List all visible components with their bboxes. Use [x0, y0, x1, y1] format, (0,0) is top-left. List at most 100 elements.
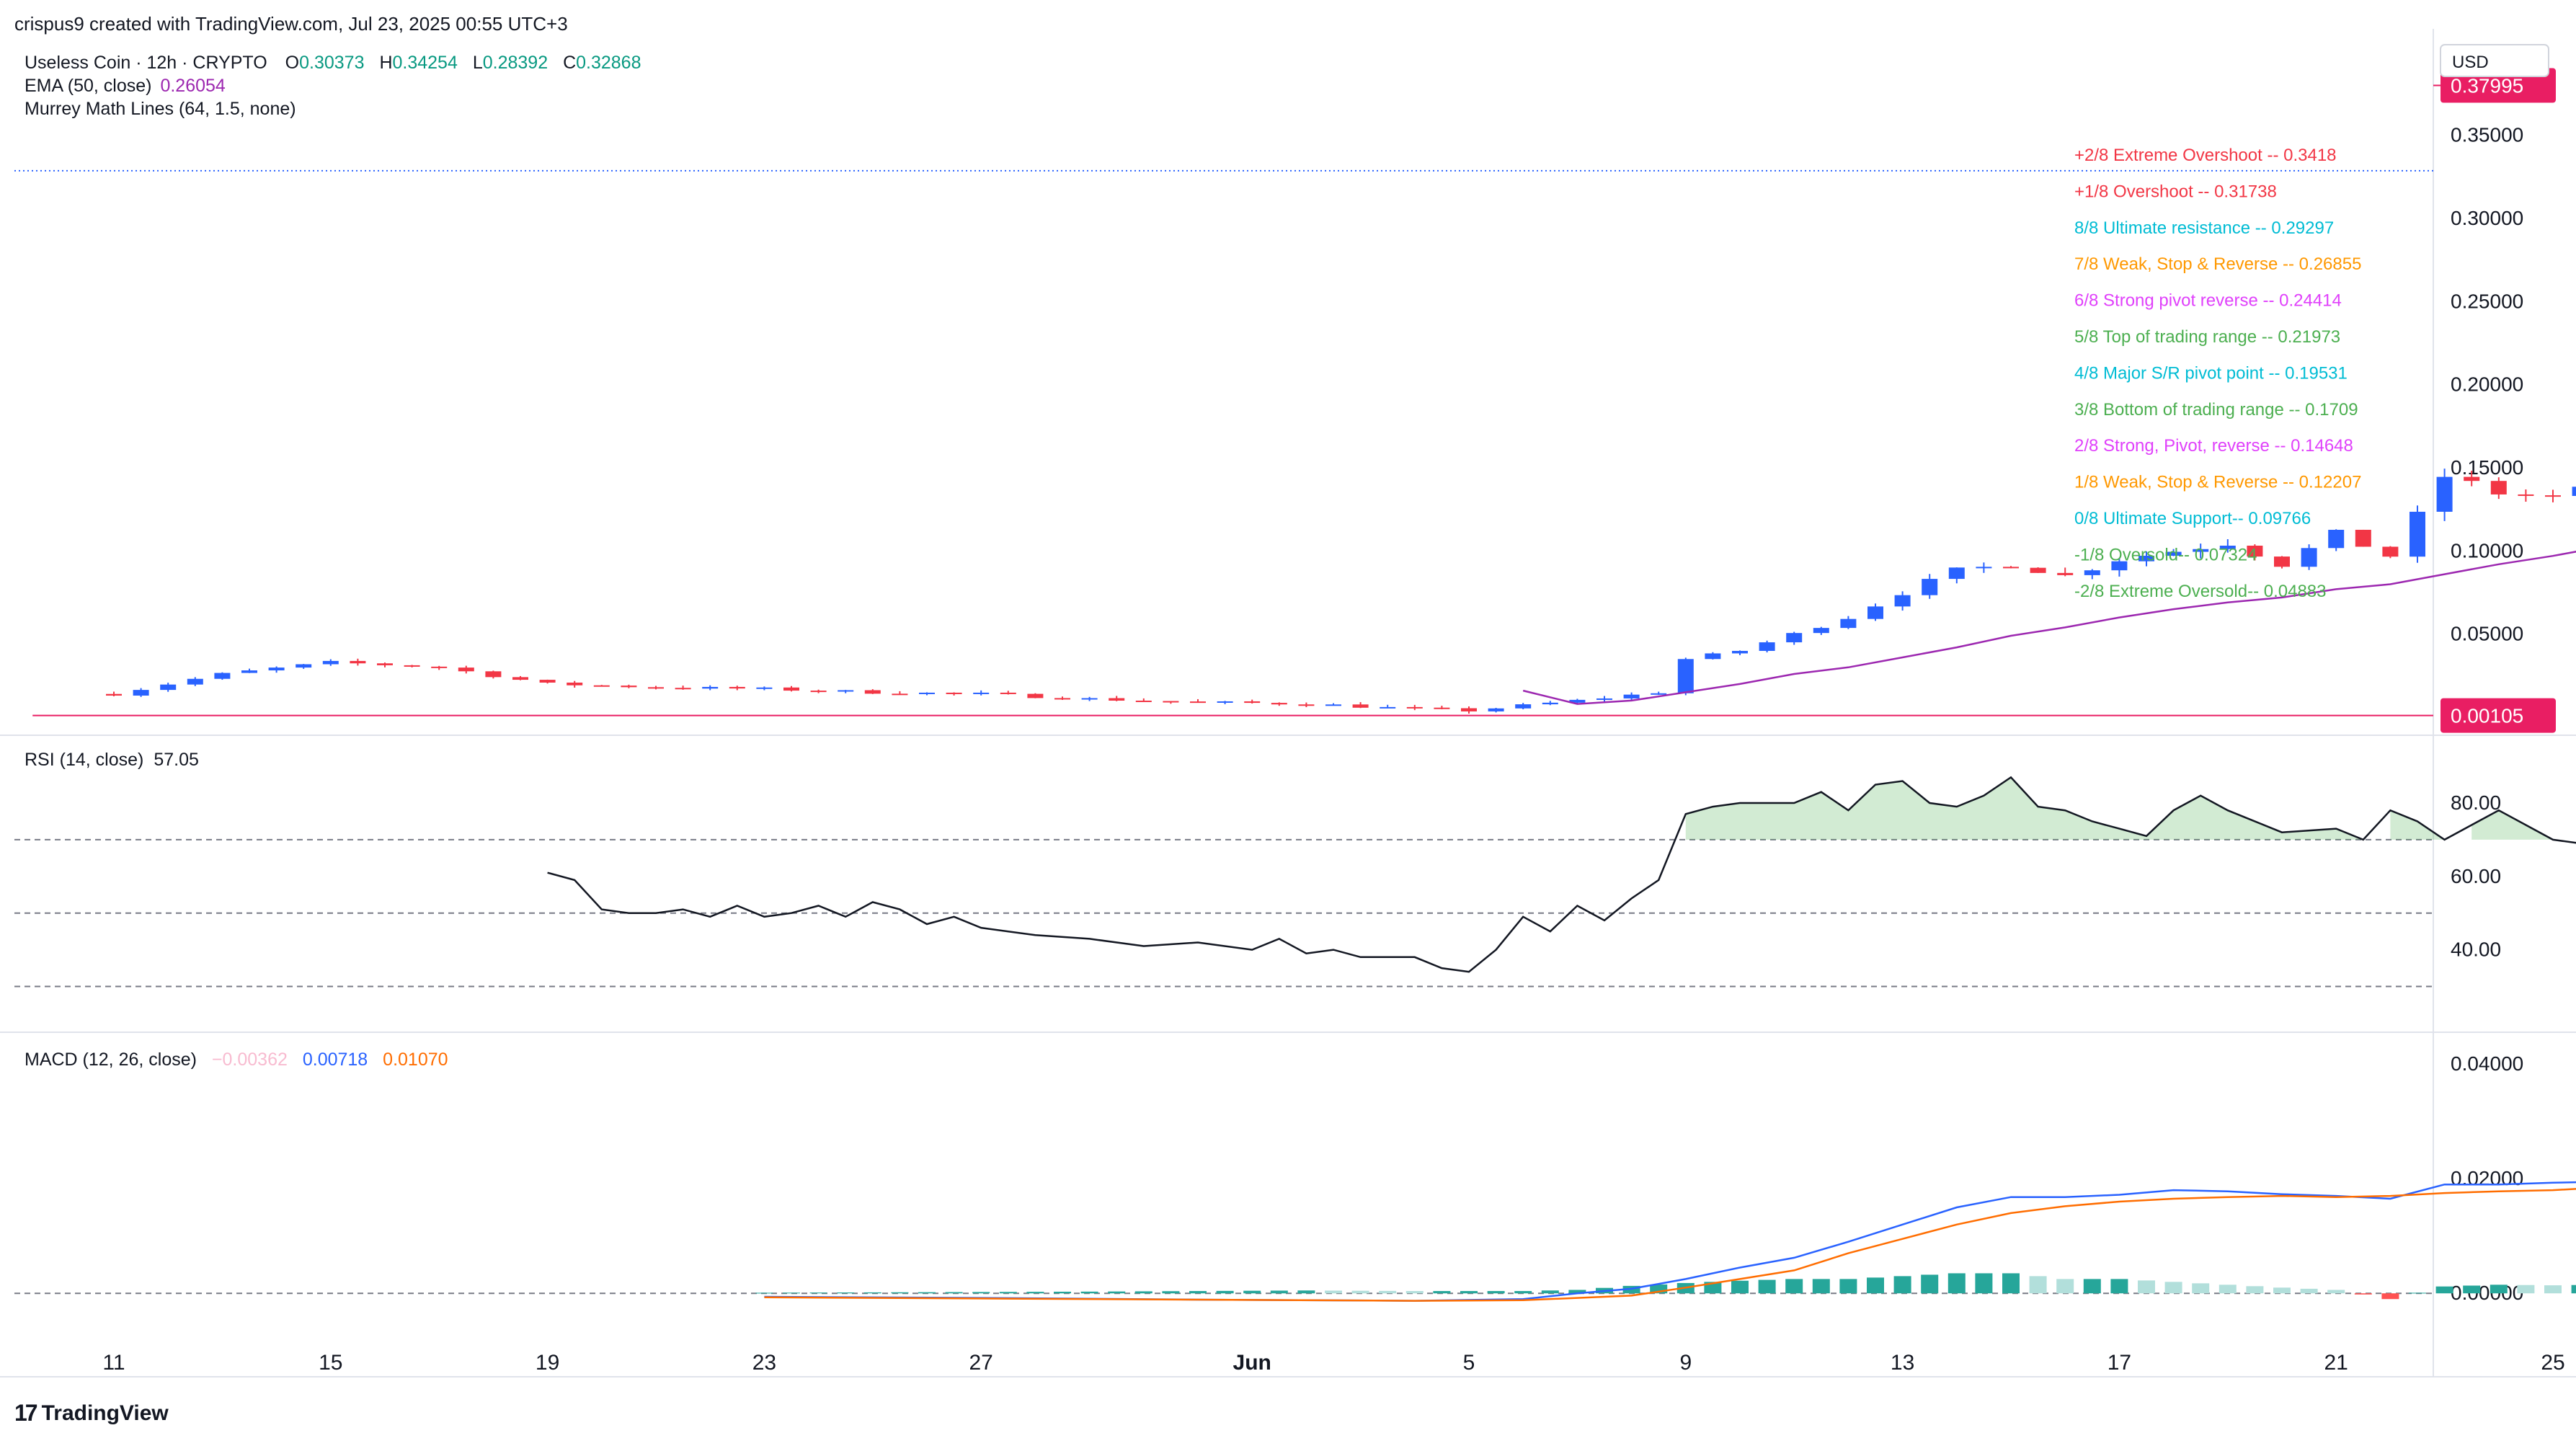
candle-body: [1434, 707, 1450, 709]
ema-line: [1522, 551, 2576, 705]
candle-body: [133, 690, 149, 696]
macd-histogram-bar: [2300, 1288, 2318, 1294]
macd-histogram-bar: [972, 1292, 990, 1294]
candle-body: [214, 673, 231, 679]
brand-name: TradingView: [41, 1401, 169, 1425]
candle-body: [1651, 693, 1667, 695]
macd-histogram-bar: [1270, 1290, 1288, 1294]
symbol-name: Useless Coin · 12h · CRYPTO: [25, 53, 267, 73]
candle-body: [1217, 701, 1233, 703]
macd-histogram-bar: [1379, 1290, 1397, 1294]
candle-body: [702, 686, 719, 689]
macd-histogram-bar: [863, 1292, 881, 1294]
macd-histogram-bar: [2409, 1292, 2426, 1294]
macd-histogram-bar: [1975, 1273, 1993, 1294]
candle-body: [485, 671, 502, 678]
macd-histogram-bar: [891, 1292, 909, 1294]
ohlc-high: 0.34254: [393, 53, 458, 73]
macd-histogram-bar: [2110, 1279, 2128, 1294]
macd-histogram-bar: [1134, 1291, 1152, 1294]
time-tick-label: 15: [319, 1351, 342, 1375]
horizontal-lines[interactable]: 0.37995 0.00105: [14, 68, 2556, 733]
candle-body: [1894, 595, 1911, 607]
rsi-line: [547, 776, 2576, 973]
tradingview-logo-icon: 17: [14, 1400, 38, 1426]
candle-body: [2410, 511, 2425, 557]
macd-histogram-bar: [837, 1292, 855, 1294]
candle-body: [2003, 567, 2019, 569]
rsi-overbought-fill: [1685, 777, 2553, 840]
candle-body: [2030, 567, 2046, 573]
time-tick-label: 13: [1891, 1351, 1914, 1375]
murrey-math-levels: +2/8 Extreme Overshoot -- 0.3418 +1/8 Ove…: [2074, 146, 2361, 601]
candle-body: [1135, 700, 1152, 702]
time-tick-label: 19: [536, 1351, 559, 1375]
macd-histogram-bar: [2463, 1285, 2481, 1294]
candle-body: [160, 684, 177, 691]
murrey-level-label: 6/8 Strong pivot reverse -- 0.24414: [2074, 291, 2342, 311]
candle-body: [1569, 699, 1586, 703]
candle-body: [512, 677, 528, 680]
candle-body: [106, 693, 122, 696]
currency-box[interactable]: [2440, 44, 2549, 77]
macd-histogram-bar: [1189, 1291, 1207, 1294]
macd-histogram-bar: [918, 1292, 936, 1294]
candle-body: [1948, 567, 1965, 580]
price-tick-label: 0.10000: [2451, 539, 2523, 562]
macd-histogram-bar: [1080, 1291, 1098, 1294]
price-tick-label: 0.35000: [2451, 124, 2523, 146]
price-axis[interactable]: 0.35000 0.30000 0.25000 0.20000 0.15000 0.100…: [2451, 124, 2523, 645]
candle-body: [756, 687, 773, 689]
murrey-level-label: 4/8 Major S/R pivot point -- 0.19531: [2074, 363, 2348, 383]
candle-body: [2436, 476, 2453, 512]
candle-body: [187, 678, 203, 685]
macd-histogram-bar: [1405, 1291, 1424, 1294]
price-tick-label: 0.20000: [2451, 373, 2523, 396]
ema-legend[interactable]: EMA (50, close) 0.26054: [25, 76, 226, 96]
macd-histogram-bar: [2164, 1282, 2182, 1294]
murrey-legend[interactable]: Murrey Math Lines (64, 1.5, none): [25, 99, 296, 119]
macd-histogram-bar: [1351, 1290, 1369, 1294]
candle-body: [2274, 556, 2290, 567]
rsi-legend[interactable]: RSI (14, close) 57.05: [25, 750, 199, 770]
symbol-legend[interactable]: Useless Coin · 12h · CRYPTO O0.30373 H0.…: [25, 53, 641, 73]
candle-body: [864, 690, 881, 694]
candle-body: [1380, 706, 1396, 709]
price-label-box[interactable]: [2440, 698, 2556, 733]
candle-body: [1190, 701, 1206, 704]
murrey-level-label: 1/8 Weak, Stop & Reverse -- 0.12207: [2074, 473, 2361, 492]
time-axis[interactable]: 1115192327Jun5913172125Jul5913172125Aug: [102, 1351, 2576, 1375]
murrey-level-label: 5/8 Top of trading range -- 0.21973: [2074, 327, 2340, 347]
candle-body: [2355, 529, 2371, 547]
macd-line: [764, 1181, 2576, 1302]
candle-body: [2545, 495, 2561, 497]
macd-histogram-bar: [1568, 1290, 1586, 1294]
candle-body: [2219, 546, 2236, 549]
macd-histogram-bar: [2435, 1286, 2453, 1294]
candle-body: [810, 691, 827, 693]
ohlc-open: 0.30373: [299, 53, 364, 73]
candle-body: [350, 660, 366, 664]
candlesticks: [106, 469, 2576, 714]
candle-body: [1054, 698, 1070, 700]
rsi-pane: 80.00 60.00 40.00: [14, 776, 2576, 988]
candle-body: [2382, 546, 2399, 557]
candle-body: [1271, 703, 1287, 705]
candle-body: [621, 686, 637, 688]
macd-histogram-bar: [2192, 1283, 2210, 1294]
candle-body: [539, 680, 556, 683]
macd-histogram-bar: [1162, 1291, 1180, 1294]
macd-legend[interactable]: MACD (12, 26, close) −0.00362 0.00718 0.…: [25, 1050, 448, 1070]
tradingview-brand: 17 TradingView: [14, 1400, 169, 1427]
macd-histogram-bar: [1054, 1291, 1071, 1294]
candle-body: [241, 670, 257, 673]
macd-histogram-bar: [1867, 1277, 1884, 1294]
macd-histogram-bar: [1325, 1290, 1342, 1294]
macd-tick-label: 0.00000: [2451, 1282, 2523, 1304]
candle-body: [1922, 579, 1938, 595]
candle-body: [1732, 650, 1748, 654]
macd-histogram-bar: [2381, 1293, 2399, 1300]
macd-histogram-bar: [809, 1292, 827, 1294]
macd-histogram-bar: [1893, 1276, 1911, 1294]
